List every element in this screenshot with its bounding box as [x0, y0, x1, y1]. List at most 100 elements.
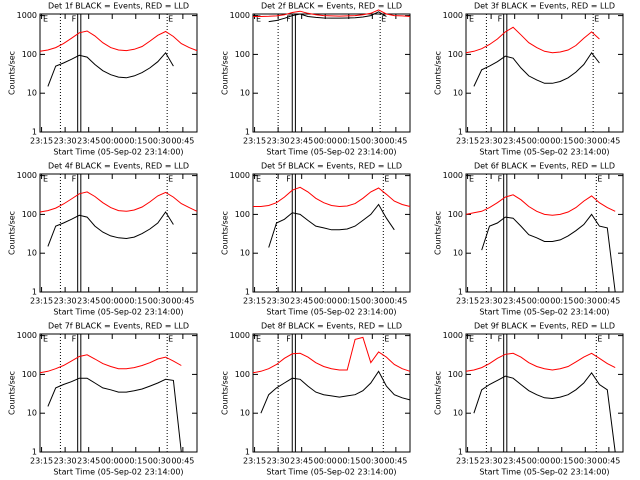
- x-axis-label: Start Time (05-Sep-02 23:14:00): [53, 468, 183, 477]
- annotation: F: [72, 175, 77, 184]
- annotation: F: [72, 335, 77, 344]
- y-tick-label: 1: [458, 128, 463, 137]
- x-tick-label: 23:30: [267, 297, 290, 306]
- x-tick-label: 23:45: [77, 457, 100, 466]
- x-tick-label: 00:15: [550, 457, 573, 466]
- y-tick-label: 10: [240, 249, 250, 258]
- x-tick-label: 23:15: [243, 137, 266, 146]
- x-tick-label: 00:30: [148, 457, 171, 466]
- x-tick-label: 23:45: [77, 297, 100, 306]
- y-tick-label: 1000: [17, 11, 37, 20]
- annotation: E: [43, 335, 48, 344]
- y-tick-label: 100: [448, 210, 463, 219]
- y-tick-label: 100: [22, 370, 37, 379]
- annotation: F: [286, 175, 291, 184]
- x-tick-label: 00:00: [314, 457, 337, 466]
- series-line: [268, 11, 387, 23]
- x-tick-label: 00:15: [337, 457, 360, 466]
- annotation: E: [43, 15, 48, 24]
- x-tick-label: 23:15: [456, 297, 479, 306]
- y-tick-label: 1: [245, 128, 250, 137]
- y-axis-label: Counts/sec: [8, 51, 17, 95]
- y-tick-label: 1: [245, 448, 250, 457]
- x-tick-label: 23:45: [503, 457, 526, 466]
- x-tick-label: 00:45: [597, 457, 620, 466]
- x-tick-label: 00:00: [314, 137, 337, 146]
- y-tick-label: 1: [32, 128, 37, 137]
- panel-title: Det 6f BLACK = Events, RED = LLD: [474, 162, 615, 171]
- x-tick-label: 00:30: [148, 297, 171, 306]
- panel: Det 2f BLACK = Events, RED = LLD Start Ti…: [221, 2, 411, 157]
- panel: Det 1f BLACK = Events, RED = LLD Start Ti…: [8, 2, 198, 157]
- y-tick-label: 1000: [17, 171, 37, 180]
- series-line: [252, 336, 411, 374]
- annotation: F: [286, 335, 291, 344]
- y-tick-label: 10: [27, 409, 37, 418]
- x-tick-label: 23:15: [30, 137, 53, 146]
- y-tick-label: 10: [453, 249, 463, 258]
- x-axis-label: Start Time (05-Sep-02 23:14:00): [53, 148, 183, 157]
- x-tick-label: 23:15: [456, 137, 479, 146]
- y-axis-label: Counts/sec: [221, 371, 230, 415]
- x-tick-label: 00:00: [527, 137, 550, 146]
- x-tick-label: 23:45: [503, 297, 526, 306]
- annotation: E: [384, 175, 389, 184]
- x-tick-label: 23:30: [480, 457, 503, 466]
- series-line: [39, 191, 198, 213]
- y-axis-label: Counts/sec: [8, 211, 17, 255]
- x-tick-label: 00:45: [171, 457, 194, 466]
- plot-frame: [465, 13, 624, 133]
- y-tick-label: 1: [32, 448, 37, 457]
- x-tick-label: 00:30: [574, 457, 597, 466]
- panel: Det 6f BLACK = Events, RED = LLD Start Ti…: [434, 162, 624, 317]
- y-tick-label: 100: [235, 50, 250, 59]
- panel: Det 5f BLACK = Events, RED = LLD Start Ti…: [221, 162, 411, 317]
- y-tick-label: 1: [458, 448, 463, 457]
- panel-title: Det 2f BLACK = Events, RED = LLD: [261, 2, 402, 11]
- y-axis-label: Counts/sec: [221, 51, 230, 95]
- y-tick-label: 10: [240, 409, 250, 418]
- annotation: E: [256, 175, 261, 184]
- annotation: E: [168, 175, 173, 184]
- x-tick-label: 23:45: [503, 137, 526, 146]
- series-line: [47, 211, 174, 247]
- x-tick-label: 23:15: [243, 297, 266, 306]
- x-tick-label: 00:00: [527, 297, 550, 306]
- panel-title: Det 9f BLACK = Events, RED = LLD: [474, 322, 615, 331]
- plot-frame: [39, 13, 198, 133]
- x-tick-label: 23:30: [480, 137, 503, 146]
- x-tick-label: 00:30: [574, 137, 597, 146]
- annotation: E: [381, 15, 386, 24]
- series-line: [465, 194, 616, 216]
- series-line: [47, 51, 174, 87]
- x-axis-label: Start Time (05-Sep-02 23:14:00): [266, 468, 396, 477]
- plot-frame: [252, 333, 411, 453]
- x-tick-label: 23:30: [480, 297, 503, 306]
- x-tick-label: 23:30: [54, 457, 77, 466]
- y-tick-label: 100: [448, 50, 463, 59]
- annotation: E: [168, 15, 173, 24]
- series-line: [481, 213, 616, 293]
- panel-title: Det 7f BLACK = Events, RED = LLD: [48, 322, 189, 331]
- x-tick-label: 00:45: [384, 137, 407, 146]
- annotation: E: [597, 175, 602, 184]
- x-tick-label: 00:45: [384, 457, 407, 466]
- x-tick-label: 00:45: [597, 297, 620, 306]
- annotation: F: [72, 15, 77, 24]
- x-tick-label: 00:15: [550, 297, 573, 306]
- x-tick-label: 00:30: [361, 297, 384, 306]
- series-line: [268, 203, 395, 248]
- x-tick-label: 23:15: [243, 457, 266, 466]
- annotation: E: [469, 15, 474, 24]
- y-tick-label: 100: [22, 50, 37, 59]
- series-line: [39, 354, 182, 374]
- y-tick-label: 10: [240, 89, 250, 98]
- x-tick-label: 23:30: [267, 457, 290, 466]
- y-tick-label: 1: [458, 288, 463, 297]
- series-line: [473, 371, 616, 453]
- panel-title: Det 8f BLACK = Events, RED = LLD: [261, 322, 402, 331]
- x-tick-label: 23:15: [30, 297, 53, 306]
- x-tick-label: 00:30: [361, 137, 384, 146]
- y-tick-label: 1: [245, 288, 250, 297]
